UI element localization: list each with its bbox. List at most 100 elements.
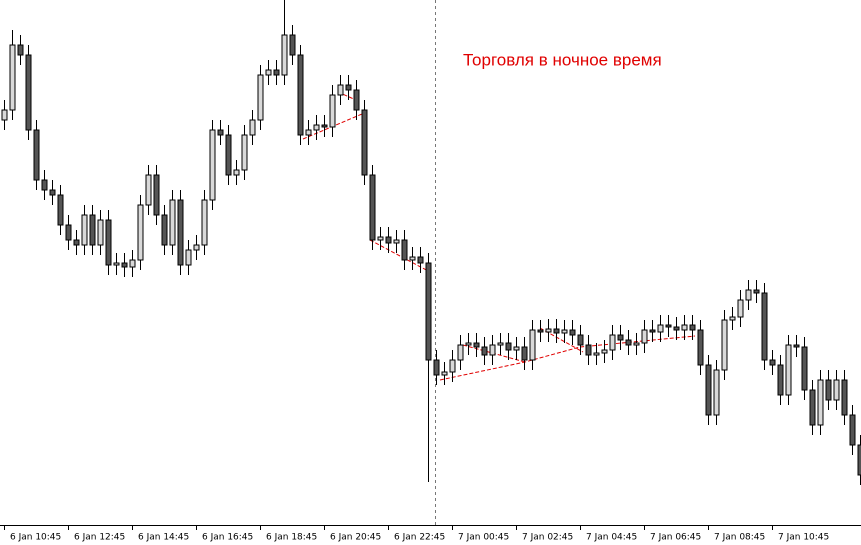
candle-body xyxy=(625,339,632,346)
candle-body xyxy=(209,129,216,201)
candle-body xyxy=(201,199,208,246)
candle-body xyxy=(273,69,280,76)
candle-body xyxy=(641,329,648,344)
candle-body xyxy=(297,54,304,136)
candle-body xyxy=(177,199,184,266)
candle-body xyxy=(681,324,688,331)
x-tick-label: 7 Jan 06:45 xyxy=(650,533,701,543)
candle-body xyxy=(257,74,264,121)
x-tick-label: 7 Jan 00:45 xyxy=(458,533,509,543)
candle-body xyxy=(289,34,296,56)
candle-body xyxy=(401,239,408,261)
candle-body xyxy=(153,174,160,216)
candle-body xyxy=(57,194,64,226)
candle-body xyxy=(777,364,784,396)
candle-body xyxy=(553,328,560,334)
x-tick-label: 6 Jan 20:45 xyxy=(330,533,381,543)
candle-body xyxy=(649,329,656,333)
candle-body xyxy=(585,344,592,356)
candle-body xyxy=(737,299,744,318)
x-tick-label: 7 Jan 02:45 xyxy=(522,533,573,543)
candle-body xyxy=(841,379,848,416)
candle-body xyxy=(225,134,232,176)
candle-body xyxy=(609,334,616,351)
candle-body xyxy=(137,204,144,261)
candle-body xyxy=(361,109,368,176)
annotation: Торговля в ночное время xyxy=(463,50,662,69)
candle-body xyxy=(761,292,768,361)
candle-body xyxy=(337,84,344,96)
x-tick-label: 6 Jan 16:45 xyxy=(202,533,253,543)
candle-body xyxy=(425,262,432,361)
candle-body xyxy=(665,324,672,328)
candle-body xyxy=(633,342,640,346)
candle-body xyxy=(497,342,504,346)
candle-body xyxy=(233,169,240,176)
candle-body xyxy=(409,256,416,261)
x-tick-label: 7 Jan 10:45 xyxy=(778,533,829,543)
candle-body xyxy=(593,352,600,356)
candle-body xyxy=(1,109,8,121)
candle-body xyxy=(345,84,352,91)
candle-body xyxy=(321,124,328,128)
x-tick-label: 7 Jan 04:45 xyxy=(586,533,637,543)
candle-body xyxy=(513,346,520,351)
candle-body xyxy=(689,324,696,331)
candle-body xyxy=(65,224,72,241)
candle-body xyxy=(161,214,168,246)
candle-body xyxy=(33,129,40,181)
candle-body xyxy=(105,219,112,266)
candle-body xyxy=(385,236,392,244)
candle-body xyxy=(89,214,96,246)
candle-body xyxy=(17,44,24,56)
candle-body xyxy=(521,346,528,361)
candle-body xyxy=(9,44,16,111)
candle-body xyxy=(561,329,568,334)
candle-body xyxy=(825,379,832,401)
candle-body xyxy=(505,342,512,351)
x-tick-label: 6 Jan 22:45 xyxy=(394,533,445,543)
candle-body xyxy=(417,256,424,264)
candle-body xyxy=(465,342,472,346)
candle-body xyxy=(489,344,496,356)
candle-body xyxy=(353,89,360,111)
candle-body xyxy=(577,334,584,346)
candle-body xyxy=(457,344,464,361)
x-tick-label: 6 Jan 12:45 xyxy=(74,533,125,543)
candle-body xyxy=(729,316,736,321)
candle-body xyxy=(849,414,856,446)
candle-body xyxy=(193,244,200,251)
candle-body xyxy=(713,369,720,416)
candle-body xyxy=(97,219,104,246)
x-tick-label: 6 Jan 10:45 xyxy=(10,533,61,543)
candle-body xyxy=(753,289,760,294)
candle-body xyxy=(449,359,456,373)
candle-body xyxy=(721,319,728,371)
candle-body xyxy=(185,249,192,266)
candle-body xyxy=(217,129,224,136)
x-tick-label: 6 Jan 14:45 xyxy=(138,533,189,543)
candle-body xyxy=(745,289,752,301)
candle-body xyxy=(305,129,312,136)
candle-body xyxy=(785,344,792,396)
candle-body xyxy=(249,119,256,136)
x-tick-label: 6 Jan 18:45 xyxy=(266,533,317,543)
candle-body xyxy=(697,329,704,366)
candle-body xyxy=(49,189,56,196)
candle-body xyxy=(617,334,624,341)
candle-body xyxy=(265,69,272,76)
trade-line xyxy=(439,335,696,381)
candle-body xyxy=(393,239,400,244)
candle-body xyxy=(281,34,288,76)
candle-body xyxy=(113,262,120,266)
candle-body xyxy=(833,379,840,401)
candle-body xyxy=(473,342,480,348)
candle-body xyxy=(529,329,536,361)
candle-body xyxy=(673,326,680,331)
candle-body xyxy=(769,359,776,366)
candle-body xyxy=(121,262,128,268)
candle-body xyxy=(25,54,32,131)
candle-body xyxy=(657,324,664,333)
